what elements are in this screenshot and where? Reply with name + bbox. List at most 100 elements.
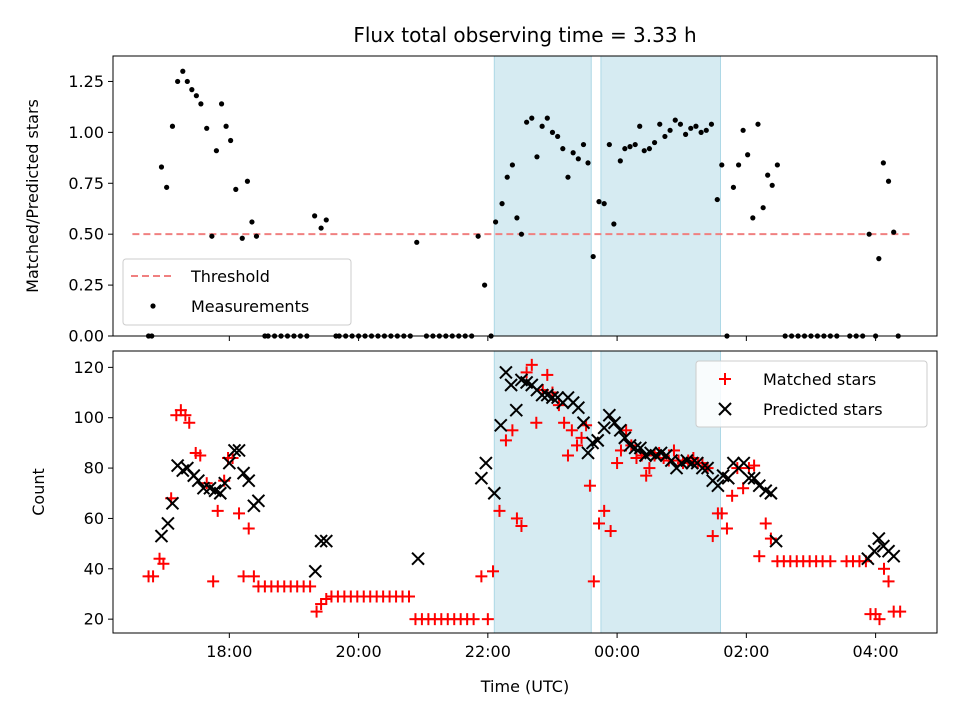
matched-star-point [715, 507, 728, 520]
matched-star-point [583, 479, 596, 492]
predicted-stars-points [154, 365, 901, 579]
predicted-star-point [571, 400, 586, 415]
predicted-star-point [764, 486, 778, 500]
measurement-point [876, 256, 882, 262]
matched-star-point [237, 570, 250, 583]
measurement-point [688, 125, 694, 131]
measurement-point [175, 78, 181, 85]
measurement-point [524, 119, 530, 125]
measurement-point [693, 123, 699, 129]
y-tick-label: 40 [84, 559, 104, 578]
matched-star-point [882, 575, 895, 588]
predicted-star-point [161, 516, 175, 531]
matched-star-point [242, 522, 255, 535]
matched-star-point [604, 525, 617, 538]
matched-star-point [753, 550, 766, 563]
matched-star-point [200, 477, 213, 490]
matched-star-point [211, 504, 224, 517]
predicted-star-point [590, 433, 605, 448]
matched-star-point [565, 424, 578, 437]
measurement-point [213, 148, 220, 154]
matched-star-point [530, 416, 543, 429]
matched-star-point [226, 452, 239, 465]
predicted-star-point [213, 486, 227, 500]
top-legend: Threshold Measurements [122, 258, 352, 326]
measurement-point [740, 127, 746, 133]
predicted-star-point [737, 456, 751, 470]
matched-star-point [541, 368, 554, 381]
measurement-point [750, 215, 756, 221]
measurement-point [885, 178, 892, 184]
predicted-star-point [721, 471, 735, 485]
legend-predicted-label: Predicted stars [763, 400, 883, 419]
measurement-point [233, 186, 239, 192]
predicted-star-point [165, 496, 180, 511]
matched-star-point [575, 431, 588, 444]
matched-star-point [620, 424, 633, 437]
shaded-interval [493, 55, 592, 337]
predicted-star-point [581, 446, 595, 460]
top-y-axis-label: Matched/Predicted stars [23, 99, 42, 293]
predicted-star-point [319, 534, 333, 548]
measurement-point [253, 233, 260, 239]
predicted-star-point [499, 365, 513, 380]
measurement-point [570, 150, 576, 156]
predicted-star-point [886, 549, 901, 563]
measurement-point [575, 156, 581, 162]
bottom-y-ticks: 20 40 60 80 100 120 [73, 358, 113, 629]
matched-star-point [720, 522, 733, 535]
measurement-point [414, 239, 420, 245]
x-tick-label: 22:00 [465, 642, 511, 661]
top-legend-box [122, 258, 352, 326]
y-tick-label: 1.00 [68, 123, 104, 142]
bottom-axes-frame [112, 350, 938, 634]
measurement-point [492, 219, 499, 225]
measurement-point [244, 178, 251, 184]
predicted-star-point [479, 456, 493, 470]
x-tick-label: 02:00 [723, 642, 769, 661]
predicted-star-point [685, 456, 699, 470]
measurement-point [617, 158, 623, 164]
matched-star-point [759, 517, 772, 530]
matched-star-point [320, 593, 333, 606]
matched-star-point [643, 462, 656, 475]
matched-star-point [894, 605, 907, 618]
predicted-star-point [535, 388, 549, 402]
measurement-point [606, 141, 612, 148]
matched-star-point [571, 439, 584, 452]
top-chart-title: Flux total observing time = 3.33 h [353, 23, 696, 47]
measurement-point [677, 121, 684, 127]
measurement-point [312, 213, 318, 219]
measurement-point [745, 152, 751, 158]
matched-star-point [194, 449, 207, 462]
top-y-ticks: 0.00 0.25 0.50 0.75 1.00 1.25 [68, 72, 113, 346]
matched-star-point [525, 358, 538, 371]
predicted-star-point [545, 390, 560, 405]
predicted-star-point [576, 416, 591, 430]
matched-star-point [467, 613, 480, 626]
predicted-star-point [872, 531, 886, 546]
legend-matched-label: Matched stars [763, 370, 876, 389]
measurement-point [228, 137, 234, 144]
predicted-star-point [411, 552, 425, 566]
matched-star-point [487, 565, 500, 578]
top-panel: 0.00 0.25 0.50 0.75 1.00 1.25 Flux total obse… [23, 23, 938, 346]
y-tick-label: 100 [73, 408, 104, 427]
y-tick-label: 60 [84, 509, 104, 528]
matched-star-point [598, 504, 611, 517]
legend-measurements-swatch [150, 303, 156, 309]
bottom-legend-box [695, 360, 928, 428]
measurement-point [504, 174, 510, 180]
measurement-point [769, 182, 775, 188]
bottom-x-axis-label: Time (UTC) [480, 677, 569, 696]
measurement-point [518, 231, 525, 237]
matched-star-point [183, 416, 196, 429]
measurement-point [651, 139, 658, 146]
matched-star-point [147, 570, 160, 583]
measurement-point [223, 123, 229, 129]
measurement-point [622, 146, 628, 152]
y-tick-label: 0.00 [68, 327, 104, 346]
measurement-point [475, 233, 481, 239]
predicted-star-point [769, 534, 783, 548]
measurement-point [891, 229, 897, 235]
